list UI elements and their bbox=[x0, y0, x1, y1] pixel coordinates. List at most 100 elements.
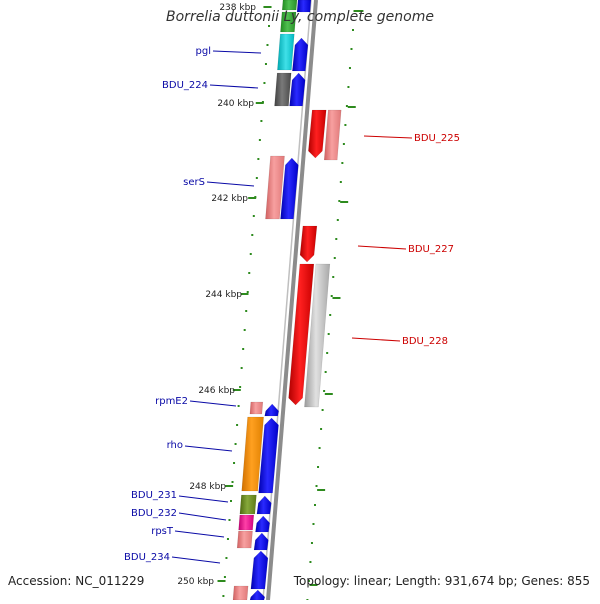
gene-red-bdu-228[interactable] bbox=[288, 263, 315, 406]
major-tick bbox=[240, 293, 249, 295]
gene-blue-bdu-232[interactable] bbox=[255, 515, 270, 533]
map-title: Borrelia duttonii Ly, complete genome bbox=[166, 9, 434, 25]
major-tick bbox=[347, 106, 356, 108]
gene-pink-sers[interactable] bbox=[265, 155, 285, 220]
major-tick bbox=[263, 6, 272, 8]
gene-magenta-bdu-232[interactable] bbox=[238, 514, 255, 531]
gene-label-bdu-234[interactable]: BDU_234 bbox=[124, 552, 170, 563]
minor-tick bbox=[234, 443, 237, 445]
minor-tick bbox=[242, 348, 245, 350]
gene-darkgray-bdu-224[interactable] bbox=[274, 72, 292, 107]
gene-blue-bdu-231[interactable] bbox=[256, 495, 272, 515]
minor-tick bbox=[327, 333, 330, 335]
minor-tick bbox=[243, 329, 246, 331]
minor-tick bbox=[245, 310, 248, 312]
leader-line bbox=[178, 512, 227, 521]
scale-label: 242 kbp bbox=[211, 194, 248, 204]
gene-gray-bdu-228[interactable] bbox=[304, 263, 331, 408]
minor-tick bbox=[239, 386, 242, 388]
gene-red-bdu-227[interactable] bbox=[299, 225, 318, 263]
leader-line bbox=[212, 50, 262, 54]
minor-tick bbox=[240, 367, 243, 369]
gene-label-pgl[interactable]: pgl bbox=[196, 46, 211, 57]
accession-text: Accession: NC_011229 bbox=[8, 574, 145, 588]
leader-line bbox=[363, 135, 413, 139]
major-tick bbox=[217, 580, 226, 582]
minor-tick bbox=[338, 200, 341, 202]
gene-cyan-pgl-2[interactable] bbox=[277, 33, 295, 71]
gene-cyan-pgl[interactable] bbox=[280, 11, 297, 33]
gene-olive-bdu-231[interactable] bbox=[239, 494, 257, 515]
gene-red-bdu-225[interactable] bbox=[308, 109, 327, 159]
gene-blue-pgl[interactable] bbox=[292, 37, 309, 72]
left-gene-labels: pgl BDU_224 serS rpmE2 rho BDU_231 BDU_2… bbox=[124, 46, 262, 564]
scale-labels: 238 kbp 240 kbp 242 kbp 244 kbp 246 kbp … bbox=[177, 3, 256, 587]
gene-label-rho[interactable]: rho bbox=[167, 440, 183, 451]
gene-label-bdu-231[interactable]: BDU_231 bbox=[131, 490, 177, 501]
minor-tick bbox=[266, 44, 269, 46]
minor-tick bbox=[342, 143, 345, 145]
gene-blue-bottom[interactable] bbox=[249, 589, 266, 601]
minor-tick bbox=[236, 424, 239, 426]
gene-blue-top[interactable] bbox=[296, 0, 312, 13]
scale-ticks bbox=[217, 6, 364, 601]
leader-line bbox=[189, 400, 237, 407]
gene-label-bdu-227[interactable]: BDU_227 bbox=[408, 244, 454, 255]
gene-label-bdu-228[interactable]: BDU_228 bbox=[402, 336, 448, 347]
gene-blue-bdu-224[interactable] bbox=[289, 72, 306, 107]
minor-tick bbox=[312, 523, 315, 525]
gene-blue-bdu-234[interactable] bbox=[250, 550, 269, 590]
gene-label-rpme2[interactable]: rpmE2 bbox=[155, 396, 188, 407]
minor-tick bbox=[309, 561, 312, 563]
gene-pink-bdu-225[interactable] bbox=[323, 109, 342, 161]
minor-tick bbox=[323, 390, 326, 392]
gene-green-top[interactable] bbox=[281, 0, 298, 11]
major-tick bbox=[340, 201, 349, 203]
minor-tick bbox=[255, 177, 258, 179]
leader-line bbox=[206, 181, 255, 187]
minor-tick bbox=[307, 580, 310, 582]
gene-label-sers[interactable]: serS bbox=[183, 177, 205, 188]
minor-tick bbox=[263, 82, 266, 84]
gene-blue-rpme2[interactable] bbox=[264, 403, 279, 417]
minor-tick bbox=[326, 352, 329, 354]
gene-pink-rpme2[interactable] bbox=[249, 401, 264, 415]
gene-label-bdu-225[interactable]: BDU_225 bbox=[414, 133, 460, 144]
minor-tick bbox=[350, 48, 353, 50]
scale-label: 246 kbp bbox=[198, 386, 235, 396]
minor-tick bbox=[321, 409, 324, 411]
gene-pink-rpst[interactable] bbox=[236, 530, 253, 549]
major-tick bbox=[225, 485, 234, 487]
gene-pink-bottom[interactable] bbox=[232, 585, 249, 601]
minor-tick bbox=[252, 215, 255, 217]
minor-tick bbox=[320, 428, 323, 430]
minor-tick bbox=[339, 181, 342, 183]
minor-tick bbox=[335, 238, 338, 240]
major-tick bbox=[332, 297, 341, 299]
minor-tick bbox=[264, 63, 267, 65]
major-tick bbox=[324, 393, 333, 395]
gene-label-rpst[interactable]: rpsT bbox=[151, 526, 174, 537]
major-tick bbox=[309, 584, 318, 586]
minor-tick bbox=[231, 481, 234, 483]
minor-tick bbox=[333, 257, 336, 259]
scale-label: 240 kbp bbox=[217, 99, 254, 109]
scale-label: 238 kbp bbox=[219, 3, 256, 13]
gene-blue-sers[interactable] bbox=[280, 157, 299, 220]
minor-tick bbox=[341, 162, 344, 164]
minor-tick bbox=[352, 29, 354, 31]
gene-blue-rho[interactable] bbox=[258, 417, 279, 494]
minor-tick bbox=[268, 25, 270, 27]
minor-tick bbox=[310, 542, 313, 544]
gene-label-bdu-232[interactable]: BDU_232 bbox=[131, 508, 177, 519]
gene-blue-rpst[interactable] bbox=[253, 532, 269, 551]
gene-label-bdu-224[interactable]: BDU_224 bbox=[162, 80, 208, 91]
leader-line bbox=[357, 245, 407, 250]
minor-tick bbox=[336, 219, 339, 221]
minor-tick bbox=[318, 447, 321, 449]
gene-orange-rho[interactable] bbox=[241, 416, 264, 492]
minor-tick bbox=[258, 139, 261, 141]
major-tick bbox=[232, 389, 241, 391]
minor-tick bbox=[251, 234, 254, 236]
